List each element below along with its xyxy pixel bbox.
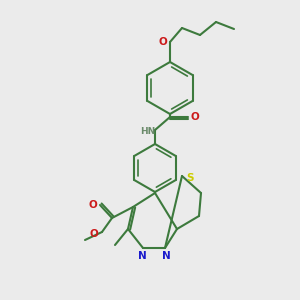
- Text: O: O: [159, 37, 167, 47]
- Text: HN: HN: [140, 127, 156, 136]
- Text: O: O: [90, 229, 98, 239]
- Text: O: O: [88, 200, 98, 210]
- Text: S: S: [186, 173, 194, 183]
- Text: O: O: [190, 112, 200, 122]
- Text: N: N: [162, 251, 170, 261]
- Text: N: N: [138, 251, 146, 261]
